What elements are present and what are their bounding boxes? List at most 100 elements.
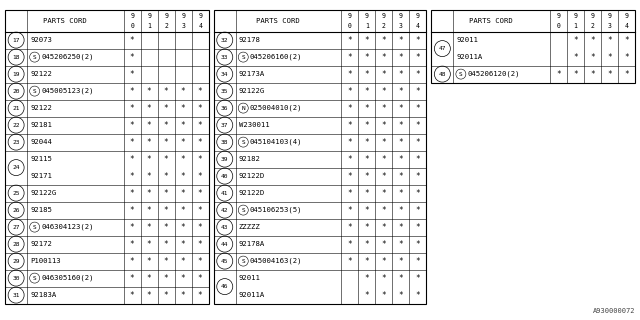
Text: 92011: 92011 bbox=[456, 37, 478, 43]
Text: *: * bbox=[198, 223, 202, 232]
Text: *: * bbox=[147, 172, 152, 180]
Text: *: * bbox=[348, 69, 352, 79]
Text: *: * bbox=[164, 188, 168, 197]
Text: *: * bbox=[181, 155, 186, 164]
Text: *: * bbox=[130, 121, 134, 130]
Text: *: * bbox=[164, 121, 168, 130]
Text: *: * bbox=[164, 223, 168, 232]
Text: *: * bbox=[399, 87, 403, 96]
Text: S: S bbox=[33, 276, 36, 281]
Text: 045104103(4): 045104103(4) bbox=[250, 139, 302, 145]
Text: *: * bbox=[348, 240, 352, 249]
Text: 26: 26 bbox=[12, 208, 20, 212]
Text: *: * bbox=[198, 87, 202, 96]
Text: *: * bbox=[399, 172, 403, 180]
Text: 92171: 92171 bbox=[30, 173, 52, 179]
Text: *: * bbox=[130, 291, 134, 300]
Text: *: * bbox=[607, 52, 612, 61]
Text: 46: 46 bbox=[221, 284, 228, 289]
Text: 9: 9 bbox=[573, 12, 577, 19]
Text: S: S bbox=[241, 140, 245, 145]
Text: S: S bbox=[241, 259, 245, 264]
Text: 4: 4 bbox=[416, 23, 420, 29]
Text: *: * bbox=[399, 121, 403, 130]
Text: *: * bbox=[164, 274, 168, 283]
Text: 0: 0 bbox=[130, 23, 134, 29]
Text: *: * bbox=[164, 291, 168, 300]
Text: 29: 29 bbox=[12, 259, 20, 264]
Text: *: * bbox=[590, 36, 595, 44]
Text: *: * bbox=[364, 257, 369, 266]
Text: *: * bbox=[164, 172, 168, 180]
Text: 025004010(2): 025004010(2) bbox=[250, 105, 302, 111]
Text: 92122: 92122 bbox=[30, 71, 52, 77]
Text: S: S bbox=[241, 55, 245, 60]
Text: 4: 4 bbox=[625, 23, 628, 29]
Text: *: * bbox=[399, 104, 403, 113]
Text: 35: 35 bbox=[221, 89, 228, 93]
Text: *: * bbox=[348, 172, 352, 180]
Text: *: * bbox=[130, 69, 134, 79]
Text: *: * bbox=[147, 155, 152, 164]
Text: *: * bbox=[399, 36, 403, 44]
Text: *: * bbox=[415, 138, 420, 147]
Text: 28: 28 bbox=[12, 242, 20, 247]
Text: *: * bbox=[399, 155, 403, 164]
Text: *: * bbox=[399, 257, 403, 266]
Text: *: * bbox=[381, 223, 386, 232]
Text: *: * bbox=[364, 52, 369, 61]
Text: 92172: 92172 bbox=[30, 241, 52, 247]
Text: *: * bbox=[198, 155, 202, 164]
Text: *: * bbox=[364, 205, 369, 215]
Text: *: * bbox=[130, 205, 134, 215]
Text: 25: 25 bbox=[12, 191, 20, 196]
Text: 92044: 92044 bbox=[30, 139, 52, 145]
Text: *: * bbox=[348, 188, 352, 197]
Text: *: * bbox=[198, 104, 202, 113]
Text: *: * bbox=[198, 138, 202, 147]
Text: 1: 1 bbox=[365, 23, 369, 29]
Text: *: * bbox=[147, 188, 152, 197]
Text: *: * bbox=[607, 36, 612, 44]
Text: *: * bbox=[348, 121, 352, 130]
Text: *: * bbox=[181, 87, 186, 96]
Text: 92011A: 92011A bbox=[239, 292, 265, 298]
Text: 9: 9 bbox=[130, 12, 134, 19]
Text: *: * bbox=[399, 274, 403, 283]
Text: 47: 47 bbox=[438, 46, 446, 51]
Text: *: * bbox=[181, 188, 186, 197]
Text: S: S bbox=[33, 89, 36, 93]
Text: *: * bbox=[147, 291, 152, 300]
Text: *: * bbox=[147, 104, 152, 113]
Text: *: * bbox=[164, 257, 168, 266]
Text: 9: 9 bbox=[198, 12, 202, 19]
Text: *: * bbox=[348, 52, 352, 61]
Text: 92181: 92181 bbox=[30, 122, 52, 128]
Text: 44: 44 bbox=[221, 242, 228, 247]
Text: *: * bbox=[607, 69, 612, 79]
Text: *: * bbox=[364, 121, 369, 130]
Text: *: * bbox=[364, 138, 369, 147]
Text: *: * bbox=[130, 274, 134, 283]
Text: 92011A: 92011A bbox=[456, 54, 483, 60]
Text: 92115: 92115 bbox=[30, 156, 52, 162]
Text: *: * bbox=[130, 138, 134, 147]
Text: *: * bbox=[364, 274, 369, 283]
Text: *: * bbox=[198, 121, 202, 130]
Text: *: * bbox=[198, 188, 202, 197]
Text: 30: 30 bbox=[12, 276, 20, 281]
Text: *: * bbox=[348, 138, 352, 147]
Text: *: * bbox=[130, 104, 134, 113]
Text: *: * bbox=[130, 87, 134, 96]
Text: S: S bbox=[33, 225, 36, 230]
Text: PARTS CORD: PARTS CORD bbox=[255, 18, 300, 24]
Bar bbox=[214, 10, 426, 304]
Text: 92122: 92122 bbox=[30, 105, 52, 111]
Text: *: * bbox=[147, 240, 152, 249]
Text: *: * bbox=[381, 69, 386, 79]
Text: 18: 18 bbox=[12, 55, 20, 60]
Text: 27: 27 bbox=[12, 225, 20, 230]
Bar bbox=[431, 10, 635, 83]
Text: *: * bbox=[364, 223, 369, 232]
Text: 34: 34 bbox=[221, 72, 228, 76]
